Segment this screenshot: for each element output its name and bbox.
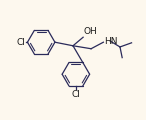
Text: Cl: Cl: [71, 90, 80, 99]
Text: OH: OH: [84, 27, 98, 36]
Text: HN: HN: [104, 37, 118, 46]
Text: Cl: Cl: [16, 38, 25, 47]
